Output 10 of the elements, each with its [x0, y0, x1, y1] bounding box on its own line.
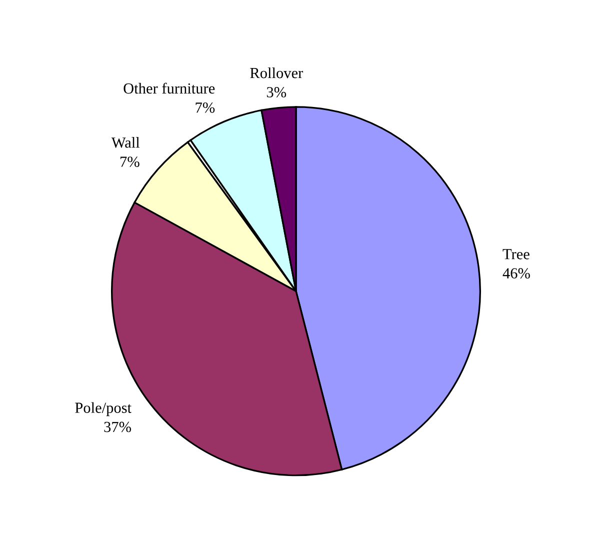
slice-label: Wall [111, 137, 140, 148]
data-label: 7% [120, 156, 140, 167]
data-label: 37% [104, 422, 132, 432]
data-label: 3% [266, 87, 286, 98]
slice-label: Other furniture [124, 82, 215, 94]
data-label: 7% [196, 102, 215, 113]
slice-label: Pole/post [75, 402, 132, 416]
slice-label: Tree [502, 249, 530, 260]
data-label: 46% [502, 268, 530, 279]
slice-label: Rollover [250, 67, 304, 78]
